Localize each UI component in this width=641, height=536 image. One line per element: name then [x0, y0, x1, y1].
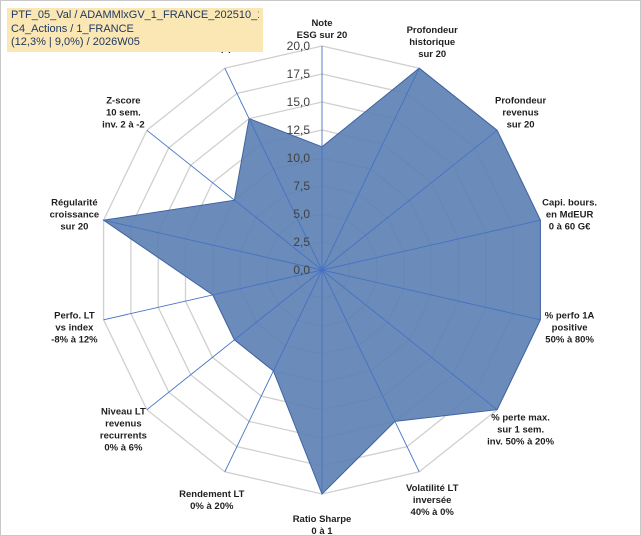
- axis-label-line: 40% à 0%: [411, 507, 455, 518]
- axis-label-line: sur 20: [60, 222, 88, 233]
- axis-label-line: recurrents: [100, 430, 147, 441]
- spoke-5: [321, 269, 498, 411]
- spoke-4: [321, 269, 541, 321]
- caption-line-3: (12,3% | 9,0%) / 2026W05: [11, 36, 140, 48]
- axis-label-line: Profondeur: [407, 25, 458, 36]
- axis-label-line: Capi. bours.: [542, 198, 597, 209]
- tick-label: 17,5: [287, 67, 311, 81]
- spoke-9: [146, 269, 323, 411]
- axis-label-line: 50% à 80%: [545, 335, 594, 346]
- axis-label-line: vs index: [55, 323, 94, 334]
- axis-label-line: revenus: [502, 108, 538, 119]
- tick-label: 20,0: [287, 39, 311, 53]
- spoke-10: [103, 269, 323, 321]
- axis-label-line: Profondeur: [495, 96, 546, 107]
- axis-label-line: sur 20: [507, 120, 535, 131]
- axis-label-line: sur 1 sem.: [497, 424, 544, 435]
- axis-label-8: Rendement LT0% à 20%: [179, 489, 244, 512]
- axis-label-line: 0% à 6%: [104, 442, 143, 453]
- axis-label-line: Rendement LT: [179, 489, 244, 500]
- tick-label: 7,5: [293, 179, 310, 193]
- axis-label-line: Régularité: [51, 198, 97, 209]
- axis-label-line: positive: [552, 323, 588, 334]
- tick-label: 0,0: [293, 263, 310, 277]
- axis-label-line: 0% à 20%: [190, 501, 234, 512]
- axis-label-line: revenus: [105, 418, 141, 429]
- axis-label-line: ESG sur 20: [297, 30, 348, 41]
- spoke-layer: [103, 46, 541, 494]
- tick-label: 12,5: [287, 123, 311, 137]
- axis-label-5: % perte max.sur 1 sem.inv. 50% à 20%: [487, 412, 554, 447]
- axis-label-line: -8% à 12%: [51, 335, 98, 346]
- tick-label: 5,0: [293, 207, 310, 221]
- axis-label-line: Volatilité LT: [406, 483, 459, 494]
- axis-label-line: inv. 2 à -2: [102, 120, 145, 131]
- spoke-6: [321, 269, 420, 472]
- axis-label-line: % perfo 1A: [545, 311, 595, 322]
- spoke-12: [146, 129, 323, 271]
- caption-line-1: PTF_05_Val / ADAMMlxGV_1_FRANCE_202510_1…: [11, 9, 259, 21]
- axis-label-line: croissance: [50, 210, 100, 221]
- axis-label-line: sur 20: [418, 49, 446, 60]
- spoke-3: [321, 219, 541, 271]
- tick-label: 10,0: [287, 151, 311, 165]
- axis-label-line: % perte max.: [491, 412, 550, 423]
- axis-label-line: historique: [409, 37, 455, 48]
- axis-label-line: en MdEUR: [546, 210, 594, 221]
- spoke-2: [321, 129, 498, 271]
- caption-line-2: C4_Actions / 1_FRANCE: [11, 22, 134, 35]
- spoke-8: [224, 269, 323, 472]
- axis-label-line: 0 à 60 G€: [549, 222, 591, 233]
- spoke-11: [103, 219, 323, 271]
- axis-label-line: Perfo. LT: [54, 311, 95, 322]
- axis-label-line: Z-score: [106, 96, 140, 107]
- axis-label-line: 10 sem.: [106, 108, 141, 119]
- axis-label-line: inversée: [413, 495, 452, 506]
- tick-labels: 0,0 2,5 5,0 7,5 10,0 12,5 15,0 17,5 20,0: [287, 39, 311, 277]
- axis-label-line: Ratio Sharpe: [293, 514, 352, 525]
- axis-label-line: 0 à 1: [311, 526, 333, 536]
- spoke-1: [321, 68, 420, 271]
- axis-label-line: inv. 50% à 20%: [487, 436, 554, 447]
- portfolio-caption: PTF_05_Val / ADAMMlxGV_1_FRANCE_202510_1…: [7, 8, 263, 52]
- axis-label-line: Niveau LT: [101, 406, 146, 417]
- tick-label: 15,0: [287, 95, 311, 109]
- spoke-13: [224, 68, 323, 271]
- tick-label: 2,5: [293, 235, 310, 249]
- axis-label-line: Note: [311, 18, 332, 29]
